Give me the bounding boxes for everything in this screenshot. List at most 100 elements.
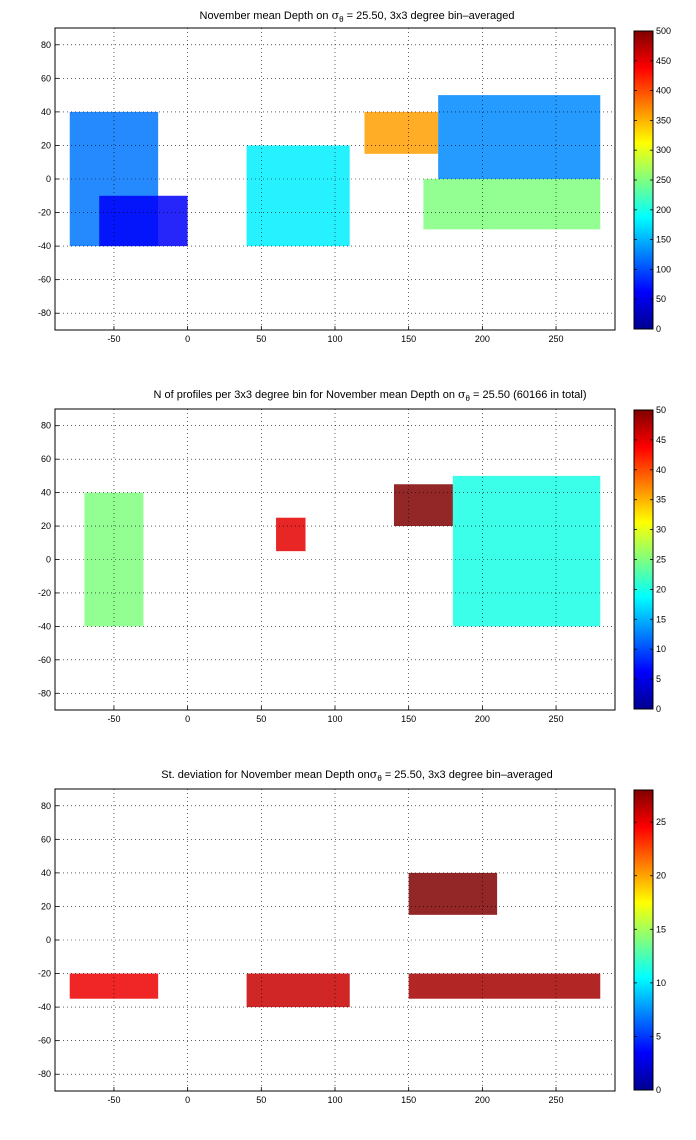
chart-title: N of profiles per 3x3 degree bin for Nov… (154, 388, 587, 403)
colorbar-tick-label: 50 (656, 405, 666, 415)
chart-title: November mean Depth on σθ = 25.50, 3x3 d… (200, 9, 515, 24)
y-tick-label: 0 (46, 935, 51, 945)
panel-std-deviation: St. deviation for November mean Depth on… (38, 768, 666, 1105)
x-tick-label: 0 (185, 1095, 190, 1105)
colorbar-tick-label: 15 (656, 614, 666, 624)
x-tick-label: 0 (185, 334, 190, 344)
x-tick-label: 200 (475, 334, 490, 344)
heatmap-cell (364, 111, 439, 154)
y-tick-label: 40 (41, 488, 51, 498)
colorbar-tick-label: 0 (656, 324, 661, 334)
x-tick-label: 200 (475, 714, 490, 724)
x-tick-label: -50 (107, 334, 120, 344)
colorbar-gradient (633, 789, 654, 1091)
colorbar-tick-label: 250 (656, 175, 671, 185)
y-tick-label: -60 (38, 655, 51, 665)
colorbar-tick-label: 25 (656, 817, 666, 827)
y-tick-label: 60 (41, 454, 51, 464)
colorbar-tick-label: 35 (656, 495, 666, 505)
colorbar-tick-label: 200 (656, 205, 671, 215)
y-tick-label: 80 (41, 40, 51, 50)
y-tick-label: -80 (38, 688, 51, 698)
y-tick-label: 40 (41, 107, 51, 117)
x-axis: -50 0 50 100 150 200 250 (107, 1087, 564, 1105)
y-axis: 80 60 40 20 0 -20 -40 -60 -80 (38, 801, 59, 1079)
y-tick-label: 60 (41, 73, 51, 83)
y-tick-label: -80 (38, 1069, 51, 1079)
x-tick-label: 250 (549, 334, 564, 344)
map-area (69, 872, 601, 1008)
colorbar: 25 20 15 10 5 0 (633, 789, 666, 1095)
grid (55, 28, 615, 330)
grid (55, 409, 615, 710)
heatmap-cell (246, 973, 350, 1008)
colorbar-tick-label: 300 (656, 145, 671, 155)
heatmap-cell (438, 95, 601, 179)
y-tick-label: -80 (38, 308, 51, 318)
y-tick-label: -40 (38, 621, 51, 631)
y-tick-label: 80 (41, 421, 51, 431)
colorbar-tick-label: 10 (656, 978, 666, 988)
colorbar-ticks: 25 20 15 10 5 0 (634, 817, 666, 1095)
colorbar-tick-label: 150 (656, 235, 671, 245)
colorbar-tick-label: 15 (656, 924, 666, 934)
heatmap-cell (408, 872, 498, 915)
x-tick-label: 50 (256, 714, 266, 724)
y-tick-label: -40 (38, 241, 51, 251)
map-area (69, 95, 601, 247)
colorbar-tick-label: 0 (656, 704, 661, 714)
y-axis: 80 60 40 20 0 -20 -40 -60 -80 (38, 421, 59, 698)
y-tick-label: -20 (38, 588, 51, 598)
colorbar-tick-label: 400 (656, 86, 671, 96)
x-tick-label: 150 (401, 1095, 416, 1105)
y-axis: 80 60 40 20 0 -20 -40 -60 -80 (38, 40, 59, 318)
colorbar-tick-label: 20 (656, 584, 666, 594)
y-tick-label: -20 (38, 969, 51, 979)
x-tick-label: -50 (107, 714, 120, 724)
colorbar-tick-label: 350 (656, 115, 671, 125)
y-tick-label: -60 (38, 275, 51, 285)
x-tick-label: 250 (549, 1095, 564, 1105)
x-tick-label: 0 (185, 714, 190, 724)
map-area (84, 475, 601, 627)
y-tick-label: 20 (41, 140, 51, 150)
colorbar-tick-label: 5 (656, 674, 661, 684)
y-tick-label: 0 (46, 174, 51, 184)
colorbar-tick-label: 45 (656, 435, 666, 445)
heatmap-cell (276, 517, 306, 552)
panel-profile-count: N of profiles per 3x3 degree bin for Nov… (38, 388, 666, 724)
colorbar-tick-label: 10 (656, 644, 666, 654)
heatmap-cell (84, 492, 144, 627)
heatmap-cell (246, 145, 350, 247)
colorbar-tick-label: 450 (656, 56, 671, 66)
colorbar-tick-label: 100 (656, 264, 671, 274)
chart-title: St. deviation for November mean Depth on… (161, 768, 552, 783)
x-tick-label: 150 (401, 334, 416, 344)
panel-mean-depth: November mean Depth on σθ = 25.50, 3x3 d… (38, 9, 671, 344)
y-tick-label: 20 (41, 901, 51, 911)
heatmap-cell (423, 179, 601, 230)
x-tick-label: 250 (549, 714, 564, 724)
colorbar-tick-label: 0 (656, 1085, 661, 1095)
colorbar-tick-label: 30 (656, 525, 666, 535)
x-tick-label: 150 (401, 714, 416, 724)
y-tick-label: -20 (38, 208, 51, 218)
x-tick-label: 100 (327, 334, 342, 344)
x-tick-label: 100 (327, 714, 342, 724)
colorbar-tick-label: 40 (656, 465, 666, 475)
y-tick-label: 0 (46, 555, 51, 565)
y-tick-label: -60 (38, 1036, 51, 1046)
y-tick-label: 80 (41, 801, 51, 811)
x-tick-label: 50 (256, 334, 266, 344)
x-axis: -50 0 50 100 150 200 250 (107, 706, 564, 724)
grid (55, 789, 615, 1091)
colorbar-tick-label: 50 (656, 294, 666, 304)
colorbar-tick-label: 20 (656, 871, 666, 881)
y-tick-label: 40 (41, 868, 51, 878)
x-tick-label: 200 (475, 1095, 490, 1105)
x-tick-label: 100 (327, 1095, 342, 1105)
